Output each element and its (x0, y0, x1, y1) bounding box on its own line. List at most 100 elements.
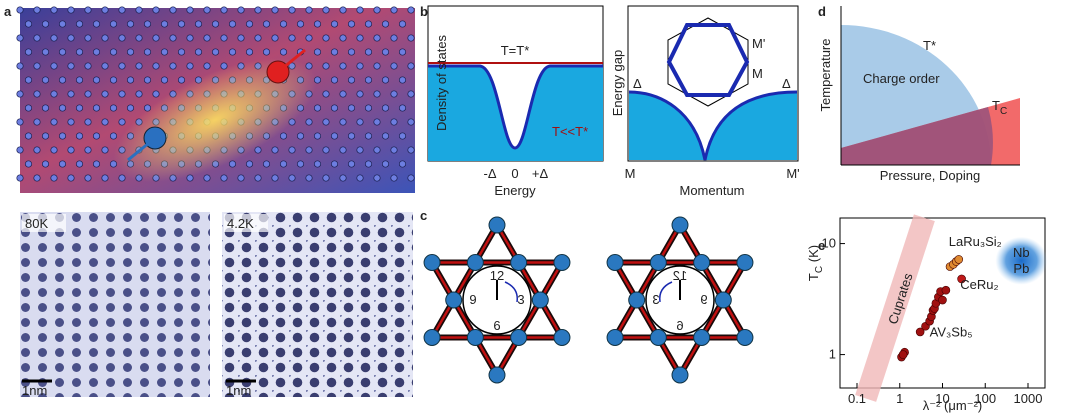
atom (254, 34, 262, 42)
atom (279, 132, 288, 140)
atom (296, 160, 305, 168)
atom (339, 6, 347, 14)
data-point (954, 255, 964, 264)
atom (135, 6, 143, 14)
atom (373, 174, 381, 182)
atom (339, 118, 347, 126)
atom (24, 76, 33, 84)
y-label-unit: (K) (806, 245, 821, 266)
atom (398, 20, 407, 28)
clock-number: 12 (490, 268, 504, 283)
x-axis-label: λ⁻² (μm⁻²) (923, 398, 982, 413)
line-label: T<<T* (552, 124, 588, 139)
atom (177, 48, 186, 56)
gap-fill (629, 92, 797, 160)
atom (16, 62, 24, 70)
x-tick-label: 10 (935, 391, 949, 406)
atom (33, 34, 41, 42)
atom (109, 20, 118, 28)
atom (84, 174, 92, 182)
line-label: T=T* (501, 43, 530, 58)
atom (407, 90, 415, 98)
atom (58, 48, 67, 56)
spin (277, 48, 306, 74)
label-bg (22, 214, 66, 232)
atom (330, 20, 339, 28)
atom (347, 160, 356, 168)
atom (322, 6, 330, 14)
data-point (941, 285, 951, 295)
atom (390, 118, 398, 126)
atom (606, 329, 624, 346)
star: 12 3 6 9 (423, 216, 571, 384)
atom (75, 20, 84, 28)
atom (237, 6, 245, 14)
x-tick-label: 0.1 (848, 391, 866, 406)
atom (126, 48, 135, 56)
atom (169, 34, 177, 42)
brillouin-zone (667, 17, 749, 107)
atom (330, 132, 339, 140)
atom (75, 48, 84, 56)
atom (279, 20, 288, 28)
atom (75, 132, 84, 140)
atom (649, 329, 667, 346)
atom (305, 146, 313, 154)
x-tick-label: -Δ (483, 166, 496, 181)
x-tick-label: 1000 (1014, 391, 1043, 406)
atom (101, 118, 109, 126)
atom (118, 118, 126, 126)
atom (135, 62, 143, 70)
triangle (612, 261, 748, 378)
atom (364, 132, 373, 140)
atom (347, 132, 356, 140)
atom (50, 118, 58, 126)
atom (390, 34, 398, 42)
series-label: CeRu₂ (960, 277, 998, 292)
atom (41, 20, 50, 28)
atom (211, 20, 220, 28)
atom (488, 216, 506, 234)
atom (279, 48, 288, 56)
atom (381, 132, 390, 140)
atom (407, 118, 415, 126)
atom (322, 62, 330, 70)
atom (126, 20, 135, 28)
clock-number: 3 (517, 292, 524, 307)
region-label: T* (923, 38, 936, 53)
atom (41, 48, 50, 56)
atom (271, 146, 279, 154)
panel-label: b (420, 4, 428, 19)
atom (33, 118, 41, 126)
atom (262, 20, 271, 28)
atom (50, 62, 58, 70)
atom (339, 174, 347, 182)
y-axis-label: Temperature (818, 39, 833, 112)
clock-number: 6 (676, 318, 683, 333)
atom (373, 146, 381, 154)
atom (313, 48, 322, 56)
atom (714, 291, 732, 309)
atom (24, 20, 33, 28)
atom (356, 34, 364, 42)
atom (67, 90, 75, 98)
atom (466, 254, 484, 271)
x-axis-label: Energy (494, 183, 536, 198)
atom (237, 34, 245, 42)
atom (84, 62, 92, 70)
atom (356, 174, 364, 182)
triangle (429, 261, 565, 378)
label-bg (224, 214, 268, 232)
atom (305, 6, 313, 14)
atom (322, 90, 330, 98)
y-axis-label: Density of states (434, 34, 449, 131)
atom (67, 174, 75, 182)
atom (423, 254, 441, 271)
annotation: Pb (1013, 261, 1029, 276)
atom (510, 254, 528, 271)
atom (41, 160, 50, 168)
atom (50, 34, 58, 42)
region-label: Charge order (863, 71, 940, 86)
atom (330, 48, 339, 56)
atom (398, 132, 407, 140)
